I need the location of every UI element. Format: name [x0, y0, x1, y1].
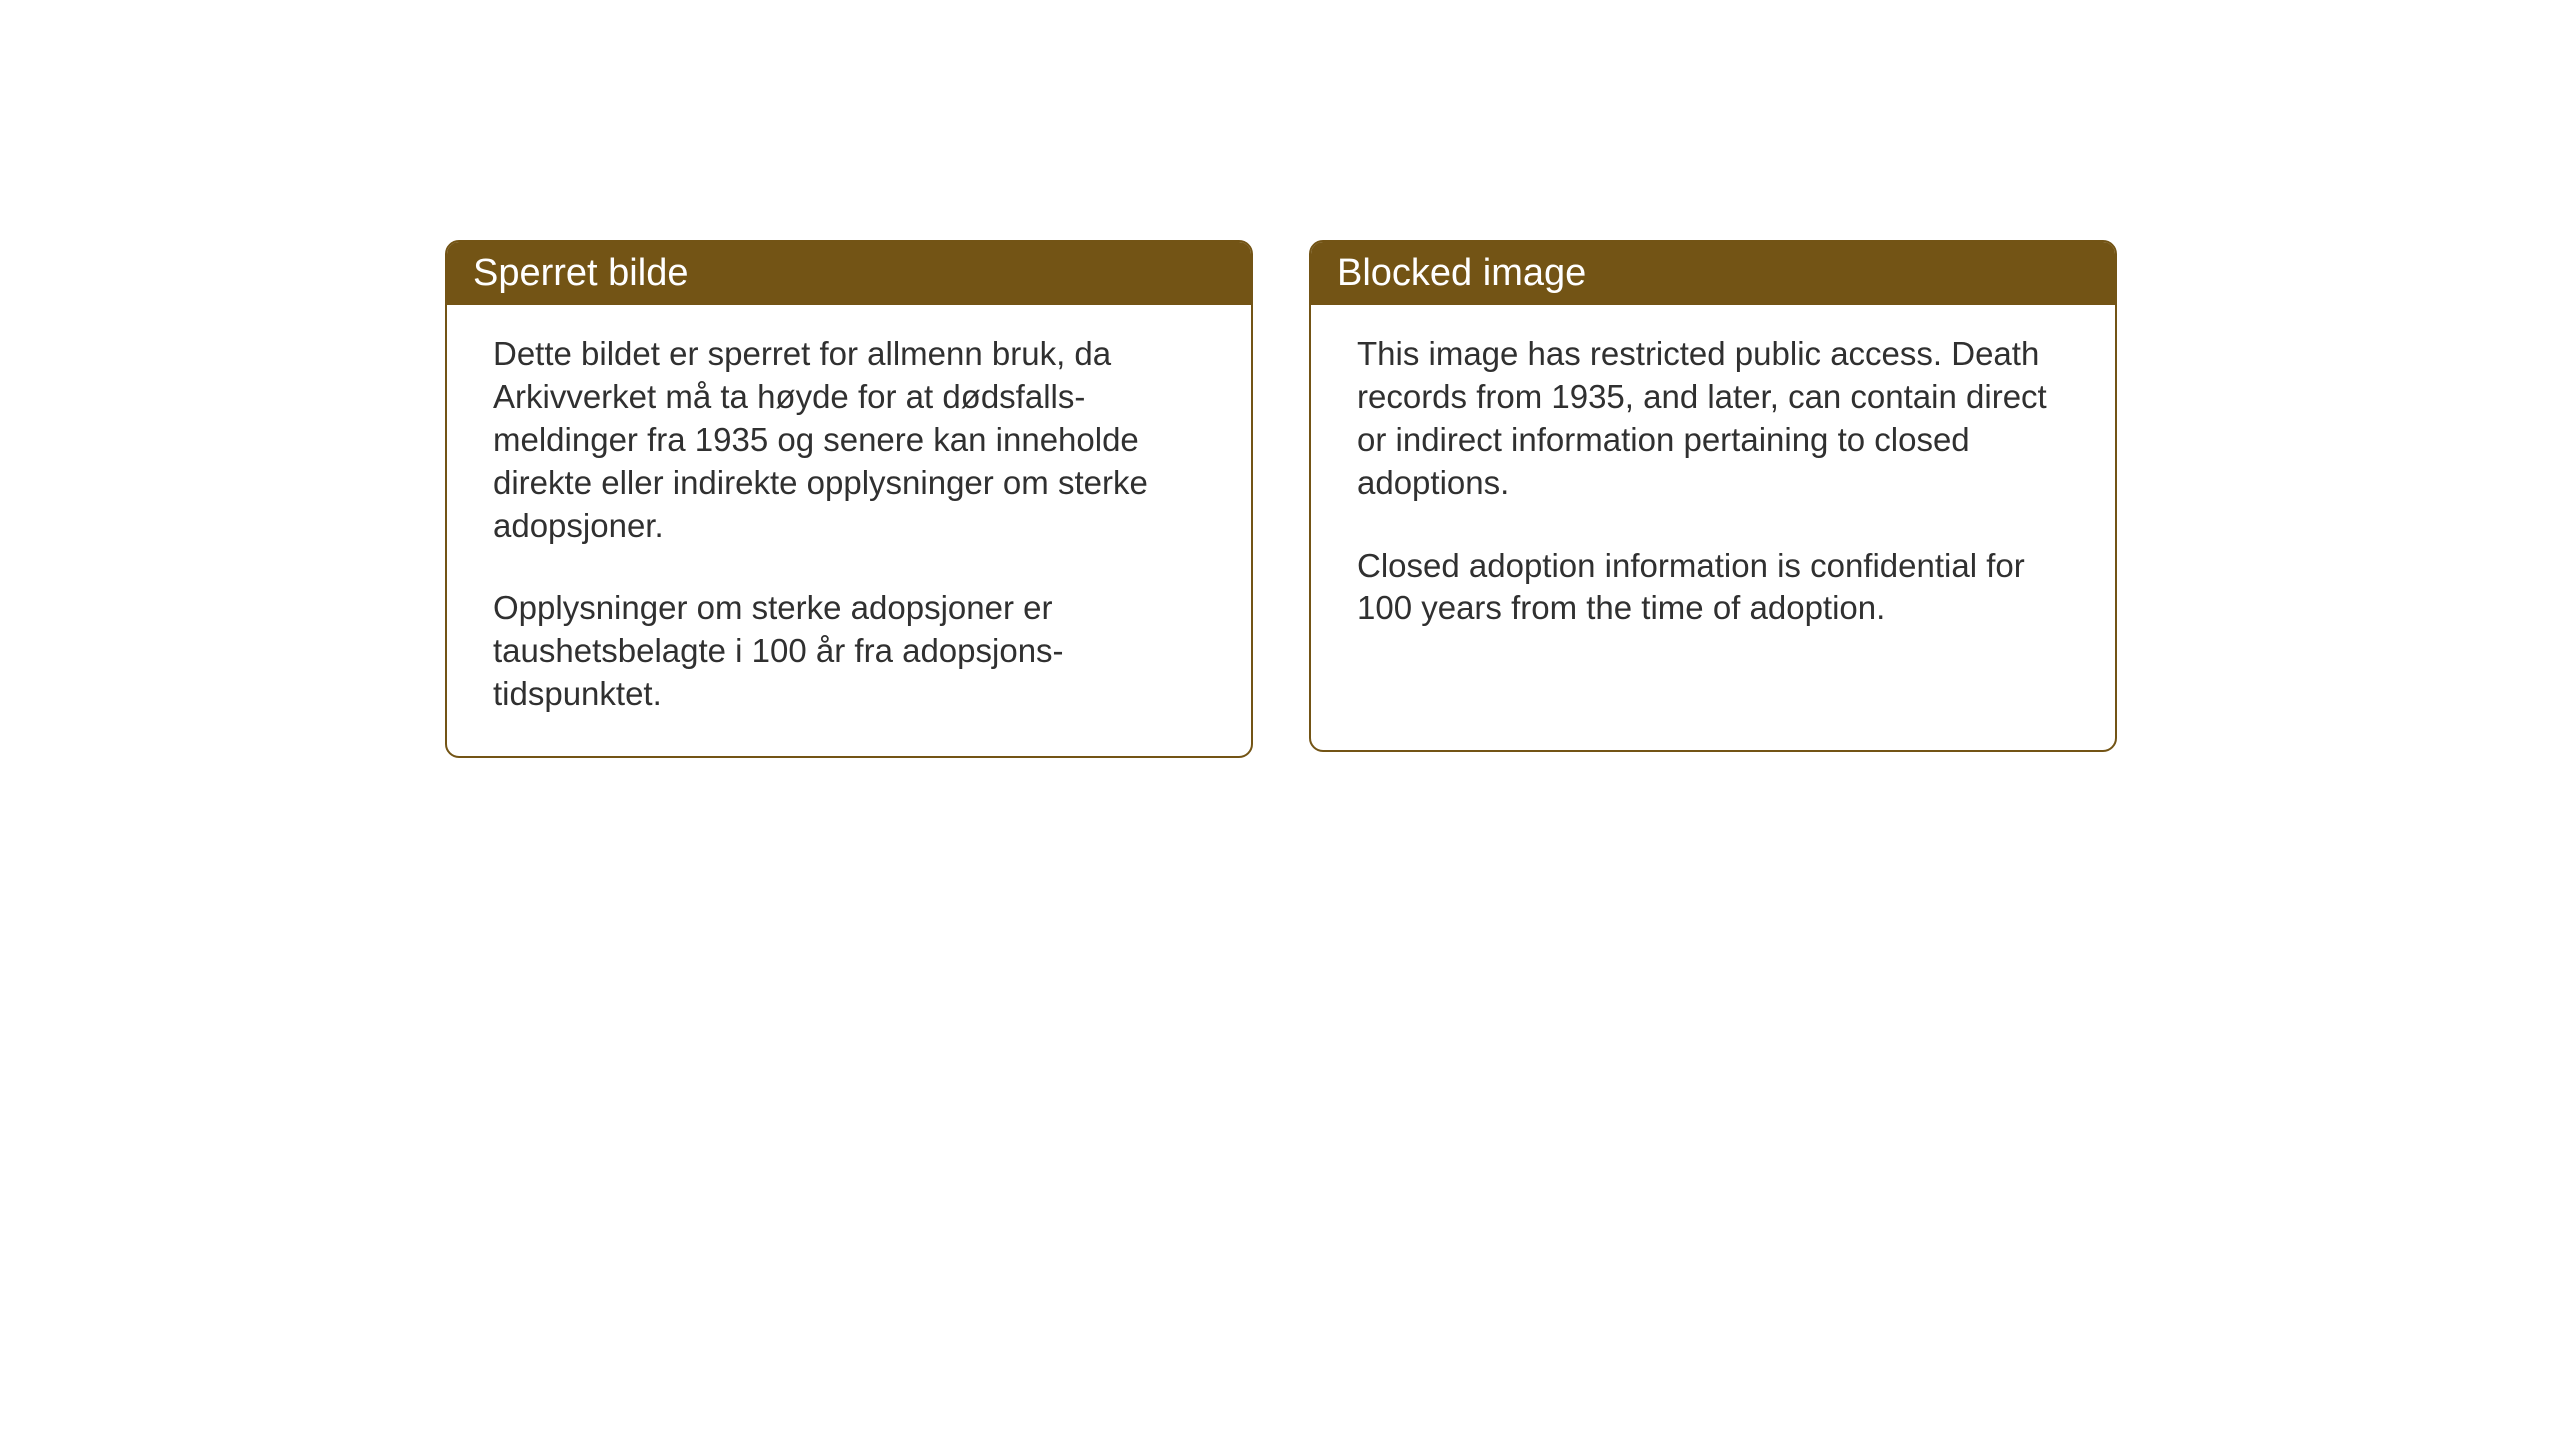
card-body-english: This image has restricted public access.…	[1311, 305, 2115, 670]
paragraph-2-english: Closed adoption information is confident…	[1357, 545, 2069, 631]
paragraph-2-norwegian: Opplysninger om sterke adopsjoner er tau…	[493, 587, 1205, 716]
notice-card-english: Blocked image This image has restricted …	[1309, 240, 2117, 752]
notice-card-norwegian: Sperret bilde Dette bildet er sperret fo…	[445, 240, 1253, 758]
paragraph-1-norwegian: Dette bildet er sperret for allmenn bruk…	[493, 333, 1205, 547]
card-header-english: Blocked image	[1311, 242, 2115, 305]
card-title-norwegian: Sperret bilde	[473, 252, 688, 294]
card-header-norwegian: Sperret bilde	[447, 242, 1251, 305]
paragraph-1-english: This image has restricted public access.…	[1357, 333, 2069, 505]
card-title-english: Blocked image	[1337, 252, 1586, 294]
card-body-norwegian: Dette bildet er sperret for allmenn bruk…	[447, 305, 1251, 756]
notice-container: Sperret bilde Dette bildet er sperret fo…	[445, 240, 2117, 758]
